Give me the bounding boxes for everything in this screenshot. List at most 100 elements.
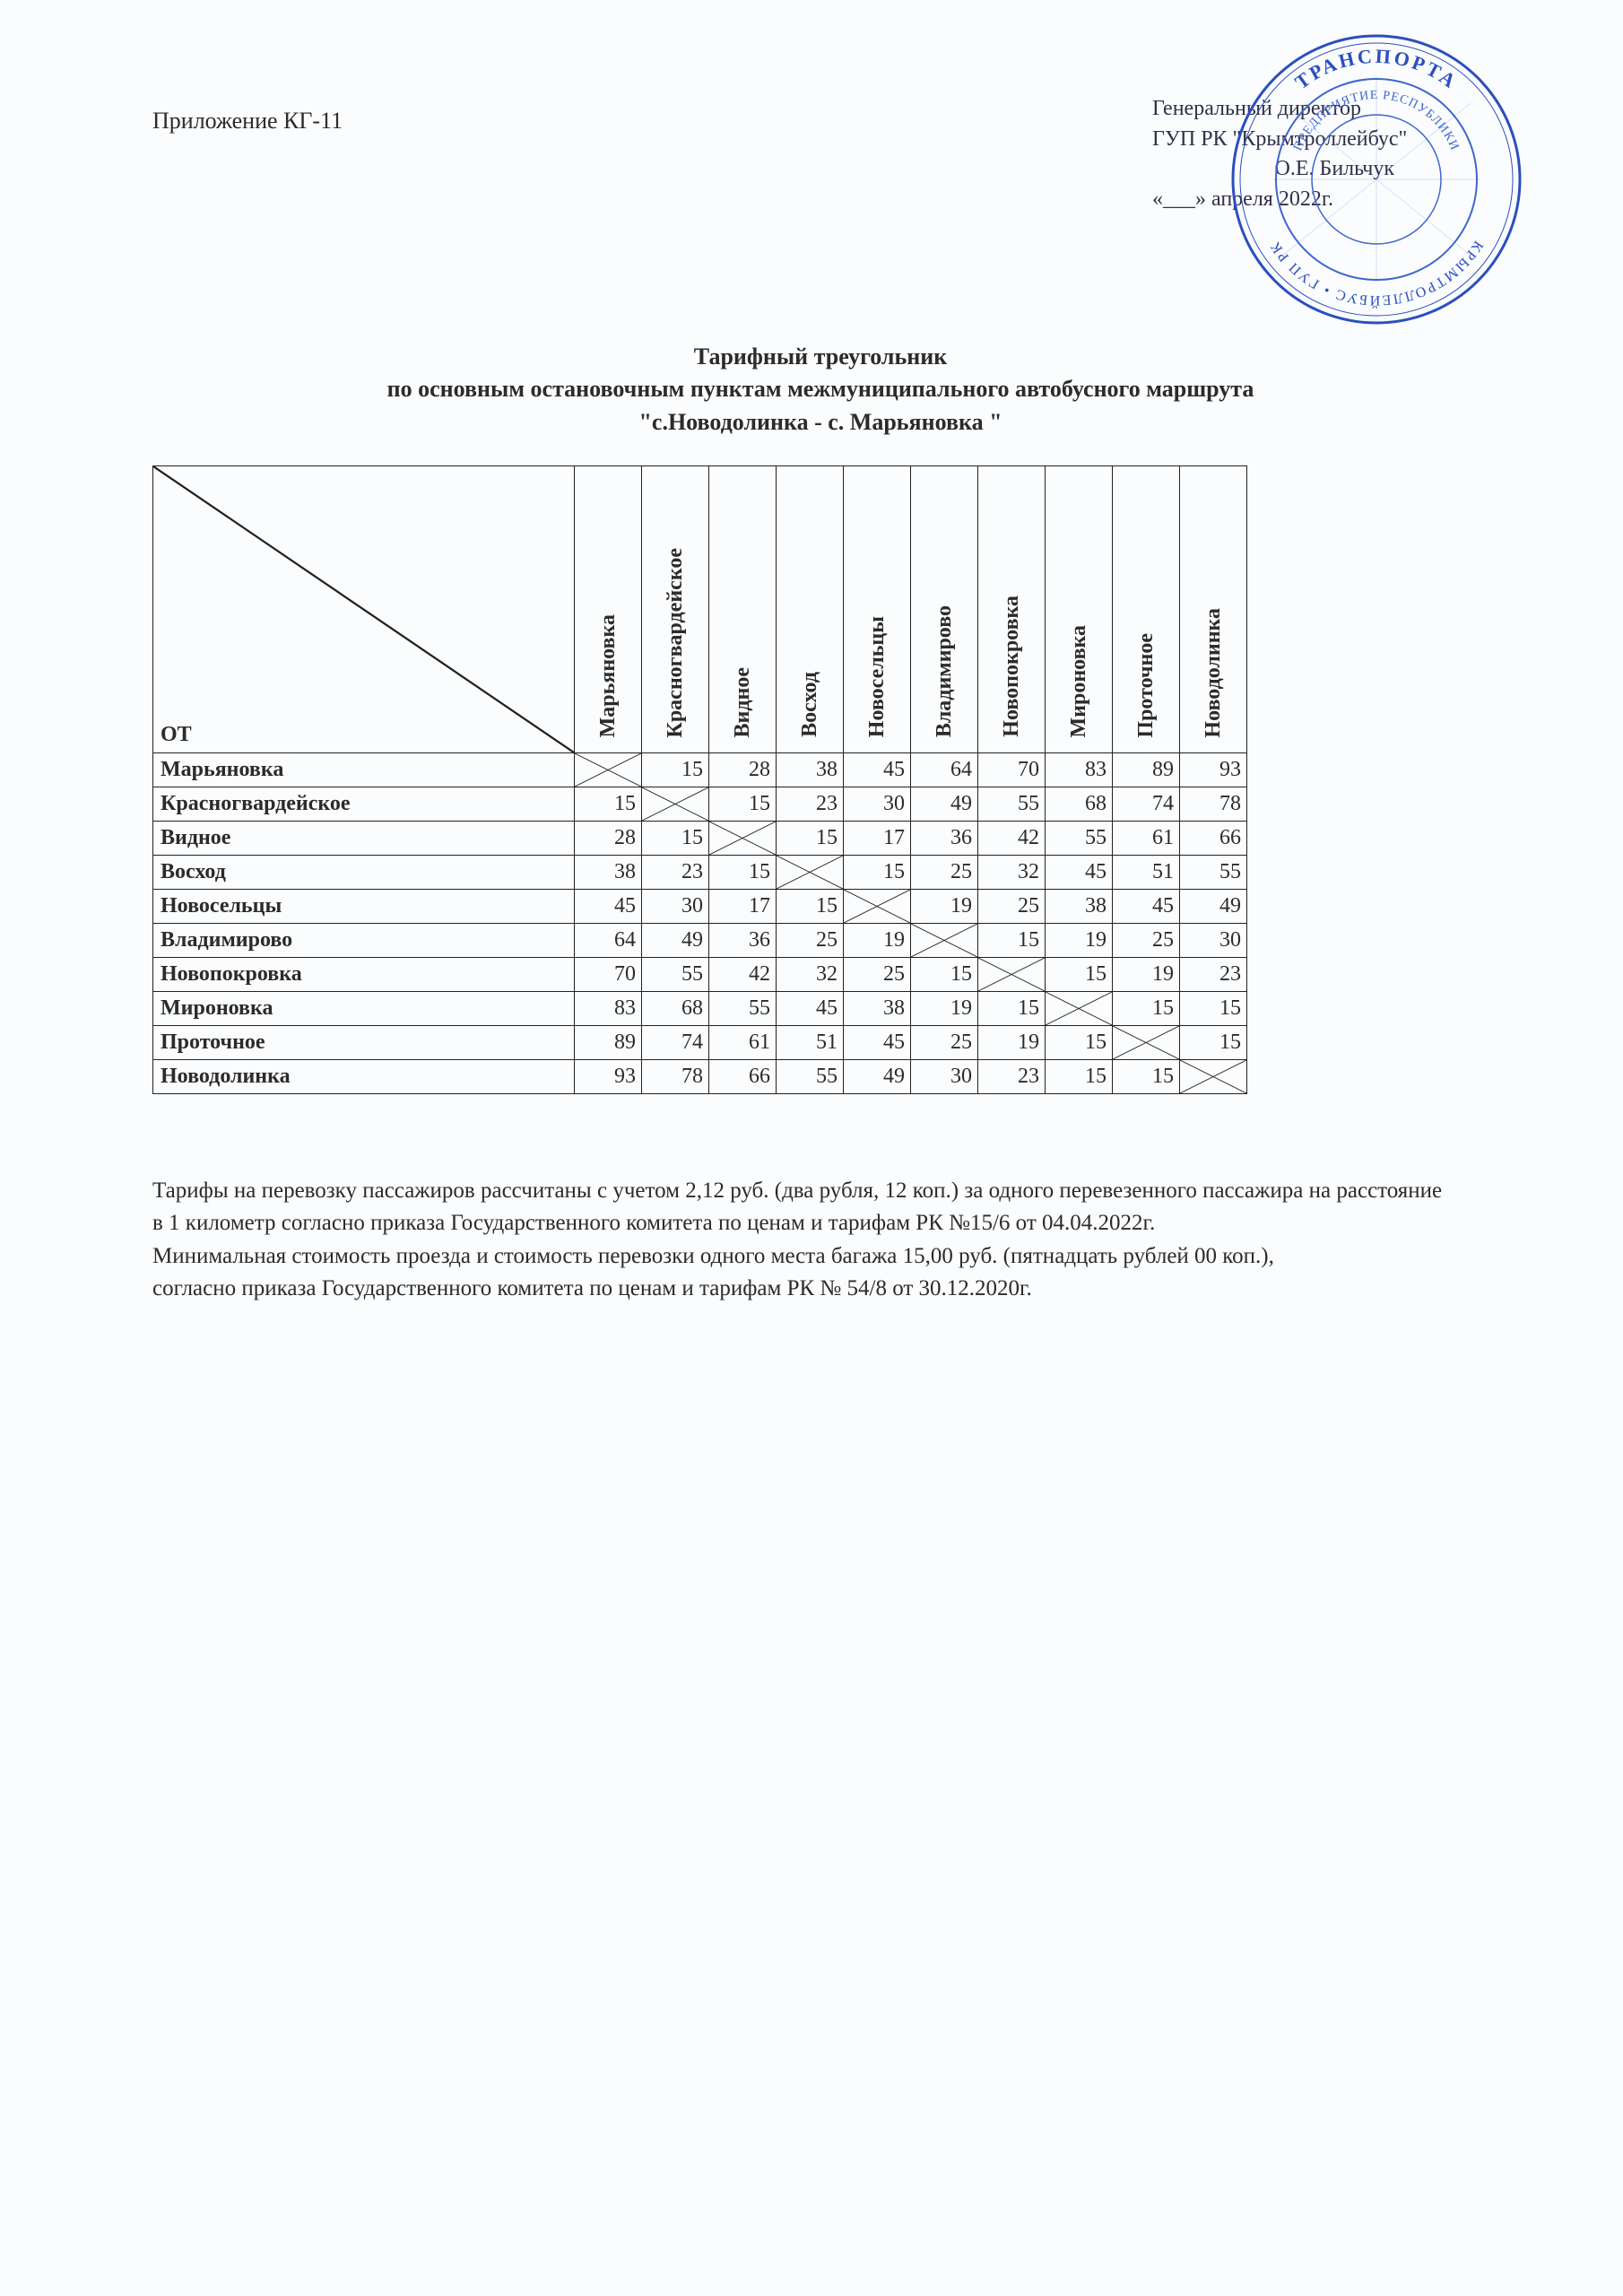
tariff-cell: 45: [844, 1026, 911, 1060]
tariff-cell: 89: [1113, 753, 1180, 787]
tariff-cell: 15: [642, 753, 709, 787]
tariff-cell: 15: [844, 856, 911, 890]
tariff-cell: 23: [642, 856, 709, 890]
diagonal-cell: [911, 924, 978, 958]
document-page: Приложение КГ-11 Генеральный директор ГУ…: [0, 0, 1623, 2296]
tariff-cell: 78: [642, 1060, 709, 1094]
tariff-cell: 23: [978, 1060, 1046, 1094]
tariff-cell: 55: [1046, 822, 1113, 856]
tariff-cell: 25: [978, 890, 1046, 924]
tariff-cell: 45: [1113, 890, 1180, 924]
tariff-cell: 38: [575, 856, 642, 890]
tariff-cell: 64: [575, 924, 642, 958]
title-line-3: "с.Новодолинка - с. Марьяновка ": [152, 406, 1488, 439]
tariff-cell: 30: [642, 890, 709, 924]
tariff-cell: 28: [575, 822, 642, 856]
diagonal-cell: [709, 822, 777, 856]
row-header: Владимирово: [153, 924, 575, 958]
row-header: Красногвардейское: [153, 787, 575, 822]
column-header: Марьяновка: [575, 466, 642, 753]
tariff-cell: 66: [709, 1060, 777, 1094]
tariff-cell: 15: [777, 890, 844, 924]
tariff-cell: 66: [1180, 822, 1247, 856]
tariff-cell: 45: [844, 753, 911, 787]
tariff-cell: 15: [1046, 1026, 1113, 1060]
tariff-cell: 19: [1046, 924, 1113, 958]
tariff-cell: 55: [642, 958, 709, 992]
tariff-cell: 45: [1046, 856, 1113, 890]
column-header: Мироновка: [1046, 466, 1113, 753]
table-corner-cell: ОТ: [153, 466, 575, 753]
tariff-cell: 68: [1046, 787, 1113, 822]
appendix-label: Приложение КГ-11: [152, 108, 343, 135]
row-header: Мироновка: [153, 992, 575, 1026]
diagonal-cell: [575, 753, 642, 787]
column-header: Владимирово: [911, 466, 978, 753]
footnote-line-1: Тарифы на перевозку пассажиров рассчитан…: [152, 1175, 1488, 1207]
tariff-cell: 49: [642, 924, 709, 958]
tariff-cell: 23: [1180, 958, 1247, 992]
tariff-cell: 70: [978, 753, 1046, 787]
tariff-cell: 61: [709, 1026, 777, 1060]
footnote-line-2: в 1 километр согласно приказа Государств…: [152, 1207, 1488, 1239]
row-header: Марьяновка: [153, 753, 575, 787]
tariff-cell: 19: [911, 992, 978, 1026]
row-header: Восход: [153, 856, 575, 890]
tariff-cell: 17: [844, 822, 911, 856]
column-header: Новодолинка: [1180, 466, 1247, 753]
tariff-cell: 55: [777, 1060, 844, 1094]
diagonal-cell: [978, 958, 1046, 992]
tariff-cell: 23: [777, 787, 844, 822]
tariff-cell: 15: [1180, 1026, 1247, 1060]
diagonal-cell: [1046, 992, 1113, 1026]
tariff-cell: 93: [1180, 753, 1247, 787]
tariff-cell: 15: [709, 787, 777, 822]
tariff-cell: 83: [1046, 753, 1113, 787]
tariff-cell: 49: [1180, 890, 1247, 924]
footnotes: Тарифы на перевозку пассажиров рассчитан…: [152, 1175, 1488, 1305]
official-stamp-icon: ТРАНСПОРТА КРЫМТРОЛЛЕЙБУС • ГУП РК ПРЕДП…: [1228, 31, 1524, 327]
tariff-cell: 38: [844, 992, 911, 1026]
tariff-cell: 42: [709, 958, 777, 992]
tariff-cell: 74: [1113, 787, 1180, 822]
tariff-cell: 78: [1180, 787, 1247, 822]
diagonal-cell: [642, 787, 709, 822]
diagonal-cell: [1180, 1060, 1247, 1094]
diagonal-cell: [1113, 1026, 1180, 1060]
tariff-cell: 49: [911, 787, 978, 822]
tariff-cell: 25: [844, 958, 911, 992]
tariff-cell: 38: [1046, 890, 1113, 924]
tariff-cell: 15: [1180, 992, 1247, 1026]
tariff-cell: 49: [844, 1060, 911, 1094]
tariff-cell: 45: [777, 992, 844, 1026]
tariff-cell: 30: [1180, 924, 1247, 958]
tariff-cell: 15: [911, 958, 978, 992]
column-header: Новосельцы: [844, 466, 911, 753]
tariff-cell: 28: [709, 753, 777, 787]
tariff-cell: 19: [844, 924, 911, 958]
tariff-cell: 55: [709, 992, 777, 1026]
column-header: Красногвардейское: [642, 466, 709, 753]
tariff-cell: 25: [911, 856, 978, 890]
diagonal-cell: [777, 856, 844, 890]
document-title: Тарифный треугольник по основным останов…: [152, 341, 1488, 439]
tariff-cell: 15: [1046, 958, 1113, 992]
tariff-cell: 32: [978, 856, 1046, 890]
title-line-2: по основным остановочным пунктам межмуни…: [152, 373, 1488, 405]
tariff-cell: 64: [911, 753, 978, 787]
title-line-1: Тарифный треугольник: [152, 341, 1488, 373]
footnote-line-3: Минимальная стоимость проезда и стоимост…: [152, 1240, 1488, 1273]
tariff-cell: 15: [1113, 992, 1180, 1026]
tariff-cell: 55: [978, 787, 1046, 822]
tariff-cell: 42: [978, 822, 1046, 856]
tariff-cell: 15: [575, 787, 642, 822]
tariff-cell: 68: [642, 992, 709, 1026]
tariff-cell: 25: [911, 1026, 978, 1060]
column-header: Проточное: [1113, 466, 1180, 753]
tariff-cell: 36: [709, 924, 777, 958]
tariff-cell: 51: [1113, 856, 1180, 890]
tariff-cell: 25: [1113, 924, 1180, 958]
tariff-cell: 15: [1113, 1060, 1180, 1094]
tariff-cell: 45: [575, 890, 642, 924]
tariff-cell: 15: [709, 856, 777, 890]
